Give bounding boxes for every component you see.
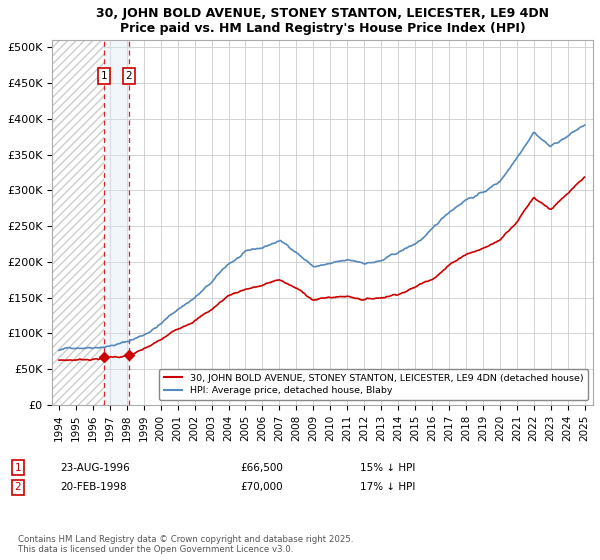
Legend: 30, JOHN BOLD AVENUE, STONEY STANTON, LEICESTER, LE9 4DN (detached house), HPI: : 30, JOHN BOLD AVENUE, STONEY STANTON, LE… <box>159 369 589 400</box>
Text: 17% ↓ HPI: 17% ↓ HPI <box>360 482 415 492</box>
Text: 20-FEB-1998: 20-FEB-1998 <box>60 482 127 492</box>
Bar <box>52 40 104 405</box>
Title: 30, JOHN BOLD AVENUE, STONEY STANTON, LEICESTER, LE9 4DN
Price paid vs. HM Land : 30, JOHN BOLD AVENUE, STONEY STANTON, LE… <box>96 7 549 35</box>
Text: 1: 1 <box>100 71 107 81</box>
Text: 15% ↓ HPI: 15% ↓ HPI <box>360 463 415 473</box>
Text: 2: 2 <box>14 482 22 492</box>
Text: £66,500: £66,500 <box>240 463 283 473</box>
Bar <box>104 40 129 405</box>
Text: 2: 2 <box>125 71 132 81</box>
Text: 23-AUG-1996: 23-AUG-1996 <box>60 463 130 473</box>
Text: £70,000: £70,000 <box>240 482 283 492</box>
Text: Contains HM Land Registry data © Crown copyright and database right 2025.
This d: Contains HM Land Registry data © Crown c… <box>18 535 353 554</box>
Text: 1: 1 <box>14 463 22 473</box>
